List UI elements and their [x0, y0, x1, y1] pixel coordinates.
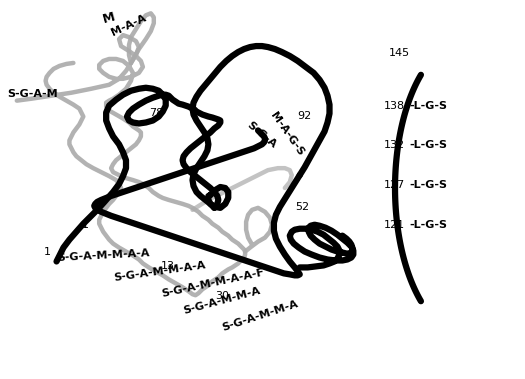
Text: 1: 1 [81, 220, 88, 230]
Text: 1: 1 [44, 246, 50, 257]
Text: 127: 127 [384, 180, 405, 190]
Text: 145: 145 [389, 48, 410, 58]
Text: -L-G-S: -L-G-S [409, 100, 447, 111]
Text: S-G-A-M: S-G-A-M [7, 89, 58, 99]
Text: 92: 92 [298, 111, 312, 121]
Text: M-A-A: M-A-A [109, 13, 148, 38]
Text: 52: 52 [295, 202, 309, 212]
Text: 78: 78 [149, 108, 163, 117]
Text: S-G-A: S-G-A [245, 120, 278, 150]
Text: S-G-A-M-M-A: S-G-A-M-M-A [220, 299, 299, 333]
Text: 138: 138 [384, 100, 405, 111]
Text: 13: 13 [161, 262, 175, 271]
Text: M-A-G-S: M-A-G-S [268, 110, 305, 157]
Text: S-G-A-M-M-A-A: S-G-A-M-M-A-A [113, 260, 206, 283]
Text: -L-G-S: -L-G-S [409, 140, 447, 150]
Text: S-G-A-M-M-A-A-F: S-G-A-M-M-A-A-F [161, 268, 266, 299]
Text: M: M [101, 11, 117, 26]
Text: 30: 30 [215, 291, 229, 301]
Text: 121: 121 [384, 220, 405, 230]
Text: S-G-A-M-M-A: S-G-A-M-M-A [183, 286, 262, 316]
Text: -L-G-S: -L-G-S [409, 220, 447, 230]
Text: S-G-A-M-M-A-A: S-G-A-M-M-A-A [57, 249, 150, 263]
Text: 132: 132 [384, 140, 405, 150]
Text: -L-G-S: -L-G-S [409, 180, 447, 190]
